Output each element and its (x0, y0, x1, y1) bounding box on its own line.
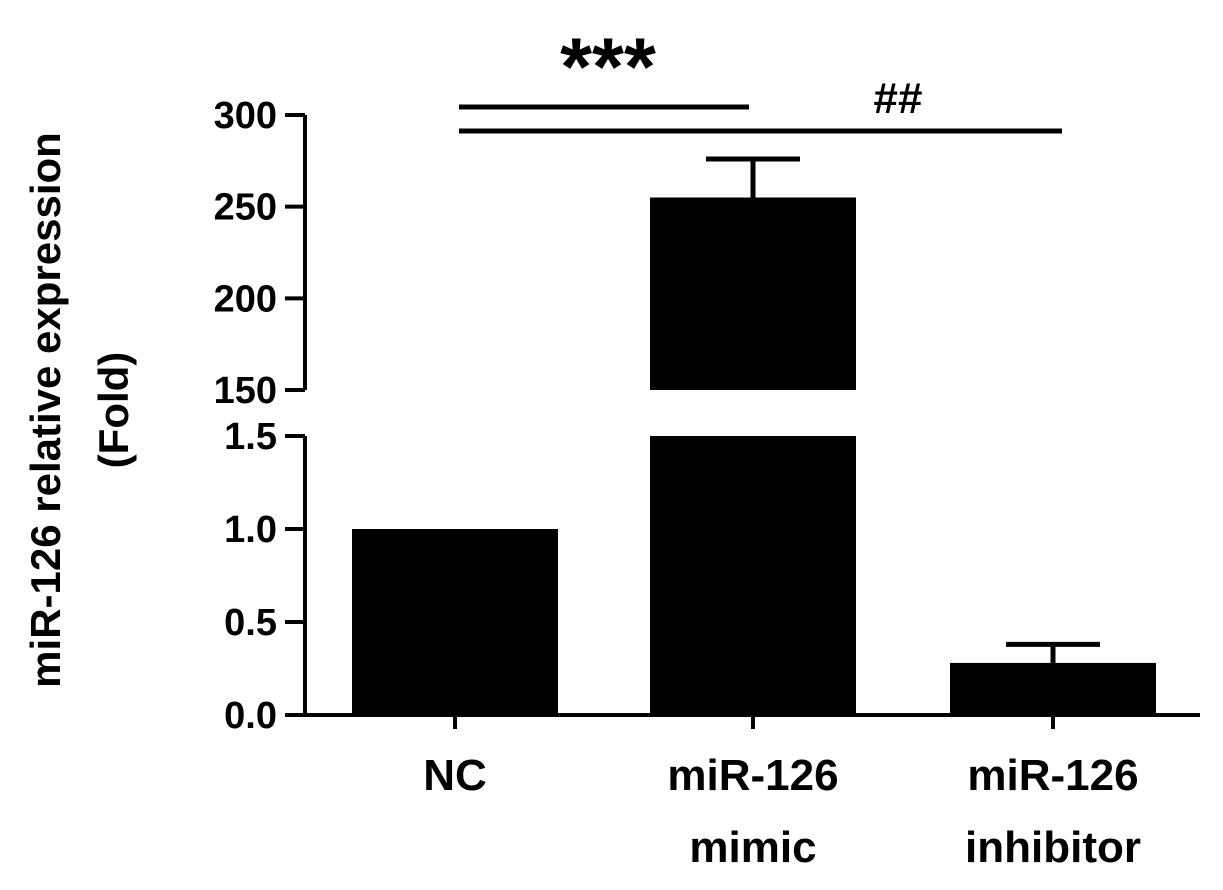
y-tick-label: 1.0 (224, 509, 277, 551)
y-tick-label: 250 (214, 187, 277, 229)
bar (352, 529, 558, 715)
y-tick-label: 300 (214, 95, 277, 137)
bar (950, 662, 1156, 715)
y-axis-title-line: miR-126 relative expression (22, 132, 69, 688)
y-axis-title: miR-126 relative expression (Fold) (22, 132, 137, 688)
bar-upper-part (650, 197, 856, 390)
x-tick-label: inhibitor (965, 823, 1141, 872)
y-axis-title-line: (Fold) (90, 352, 137, 469)
bar-lower-part (650, 436, 856, 715)
x-tick-label: miR-126 (967, 751, 1138, 800)
significance-annotations: *** ## (459, 22, 1062, 134)
x-tick-labels: NC miR-126 mimic miR-126 inhibitor (423, 751, 1141, 872)
x-tick-label: NC (423, 751, 487, 800)
x-tick-label: miR-126 (667, 751, 838, 800)
y-tick-label: 0.0 (224, 695, 277, 737)
significance-label: ## (874, 74, 923, 123)
y-tick-label: 200 (214, 278, 277, 320)
y-tick-label: 150 (214, 370, 277, 412)
bars (352, 156, 1156, 715)
significance-label: *** (560, 22, 656, 113)
y-tick-label: 0.5 (224, 602, 277, 644)
y-ticks: 150 200 250 300 0.0 0.5 1.0 1.5 (214, 95, 305, 737)
x-tick-label: mimic (689, 823, 816, 872)
y-tick-label: 1.5 (224, 416, 277, 458)
